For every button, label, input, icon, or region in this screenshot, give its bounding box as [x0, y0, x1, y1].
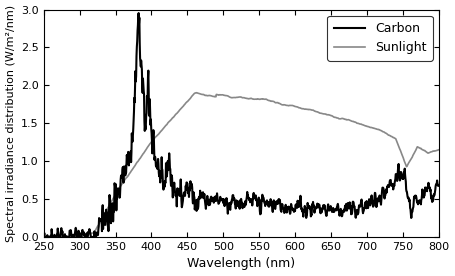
Y-axis label: Spectral irradiance distribution (W/m²/nm): Spectral irradiance distribution (W/m²/n…: [5, 5, 15, 242]
Carbon: [136, 11, 142, 15]
Sunlight: [345, 118, 351, 121]
Sunlight: [71, 235, 77, 239]
Sunlight: [44, 235, 50, 239]
Sunlight: [61, 235, 66, 238]
Carbon: [436, 184, 442, 187]
Carbon: [71, 235, 77, 239]
Carbon: [41, 233, 46, 236]
Line: Sunlight: Sunlight: [44, 93, 439, 237]
Sunlight: [421, 149, 427, 152]
Carbon: [421, 194, 427, 197]
Sunlight: [41, 235, 46, 238]
Carbon: [42, 235, 47, 239]
Carbon: [205, 198, 211, 202]
Line: Carbon: Carbon: [44, 13, 439, 237]
Carbon: [61, 235, 66, 239]
Legend: Carbon, Sunlight: Carbon, Sunlight: [328, 16, 433, 60]
Carbon: [345, 202, 351, 206]
Sunlight: [142, 151, 147, 154]
Sunlight: [436, 148, 442, 151]
Sunlight: [205, 94, 211, 97]
Sunlight: [194, 91, 199, 94]
Carbon: [142, 119, 147, 123]
X-axis label: Wavelength (nm): Wavelength (nm): [187, 258, 295, 270]
